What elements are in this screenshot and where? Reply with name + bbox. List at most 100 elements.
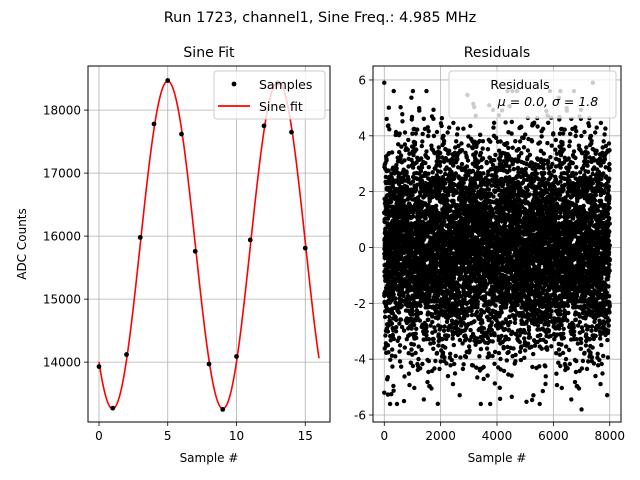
residual-point <box>434 163 439 168</box>
residual-point <box>427 294 432 299</box>
residual-point <box>478 346 484 352</box>
residual-point <box>417 218 422 223</box>
residual-point <box>391 88 396 94</box>
residual-point <box>390 364 395 369</box>
residual-point <box>453 353 458 359</box>
residual-point <box>448 226 453 231</box>
residual-point <box>429 143 434 148</box>
residual-point <box>412 140 418 145</box>
x-tick-label: 10 <box>229 429 244 443</box>
residual-point <box>420 139 425 144</box>
residual-point <box>439 123 444 129</box>
residual-point <box>418 168 424 174</box>
residual-point <box>408 360 413 365</box>
residual-point <box>432 151 437 156</box>
residual-point <box>450 336 455 341</box>
residual-point <box>481 326 487 331</box>
residual-point <box>396 310 402 315</box>
residual-point <box>401 328 407 333</box>
residual-point <box>410 312 415 317</box>
residual-point <box>501 368 507 374</box>
residual-point <box>412 385 417 391</box>
sample-point <box>289 129 294 135</box>
residual-point <box>436 145 441 150</box>
residual-point <box>418 303 423 308</box>
residual-point <box>397 131 402 136</box>
residual-point <box>421 397 426 402</box>
residual-point <box>397 343 403 348</box>
residual-point <box>474 309 480 315</box>
residual-point <box>457 393 462 398</box>
residual-point <box>394 317 399 323</box>
residual-point <box>391 336 396 342</box>
residual-point <box>475 375 480 380</box>
residual-point <box>393 129 399 135</box>
residual-point <box>424 88 429 94</box>
residual-point <box>507 168 512 173</box>
residual-point <box>425 379 430 385</box>
residual-point <box>387 127 392 132</box>
residual-point <box>432 366 437 371</box>
residual-point <box>431 336 436 342</box>
sample-point <box>179 131 184 137</box>
sample-point <box>124 352 129 357</box>
residual-point <box>490 339 495 344</box>
residual-point <box>445 373 451 379</box>
residual-point <box>458 355 463 360</box>
residual-point <box>491 125 496 130</box>
residual-point <box>418 193 423 198</box>
residual-point <box>464 164 470 169</box>
residual-point <box>491 120 497 126</box>
residual-point <box>438 150 443 156</box>
residual-point <box>409 326 414 331</box>
residual-point <box>513 139 518 144</box>
residual-point <box>396 142 401 147</box>
residual-point <box>448 363 453 368</box>
residual-point <box>426 369 431 375</box>
sine-fit-legend: Samples Sine fit <box>213 70 326 120</box>
residual-point <box>478 150 484 156</box>
residual-point <box>451 276 457 281</box>
residual-point <box>443 345 448 350</box>
residual-point <box>411 342 417 347</box>
residual-point <box>509 131 514 136</box>
residual-point <box>478 132 483 137</box>
residual-point <box>517 139 523 144</box>
residual-point <box>426 133 431 139</box>
y-tick-label: 15000 <box>43 293 81 307</box>
residual-point <box>410 179 416 184</box>
residual-point <box>445 130 450 135</box>
residual-point <box>459 148 465 153</box>
residual-point <box>402 198 407 204</box>
residual-point <box>480 146 485 151</box>
residual-point <box>385 343 391 348</box>
residual-point <box>437 163 443 168</box>
residual-point <box>509 373 514 378</box>
residual-point <box>402 130 408 135</box>
residual-point <box>506 145 511 151</box>
residual-point <box>442 355 447 360</box>
residual-point <box>513 352 518 358</box>
residual-point <box>459 141 464 146</box>
residual-point <box>419 347 424 353</box>
residual-point <box>508 319 513 325</box>
residual-point <box>441 185 446 190</box>
residual-point <box>492 361 497 366</box>
y-tick-label: 18000 <box>43 104 81 118</box>
sine-fit-title: Sine Fit <box>183 45 235 61</box>
x-tick-label: 15 <box>298 429 313 443</box>
residual-point <box>428 185 433 191</box>
sine-fit-legend-box <box>213 70 326 120</box>
residual-point <box>482 296 488 301</box>
residual-point <box>438 324 444 329</box>
residual-point <box>497 396 503 401</box>
residual-point <box>384 158 389 163</box>
residual-point <box>431 107 436 113</box>
residual-point <box>486 187 492 192</box>
residual-point <box>399 144 404 149</box>
residual-point <box>410 352 415 357</box>
residual-point <box>441 138 447 144</box>
residual-point <box>441 328 447 333</box>
sample-point <box>192 248 198 254</box>
residual-point <box>421 116 426 122</box>
